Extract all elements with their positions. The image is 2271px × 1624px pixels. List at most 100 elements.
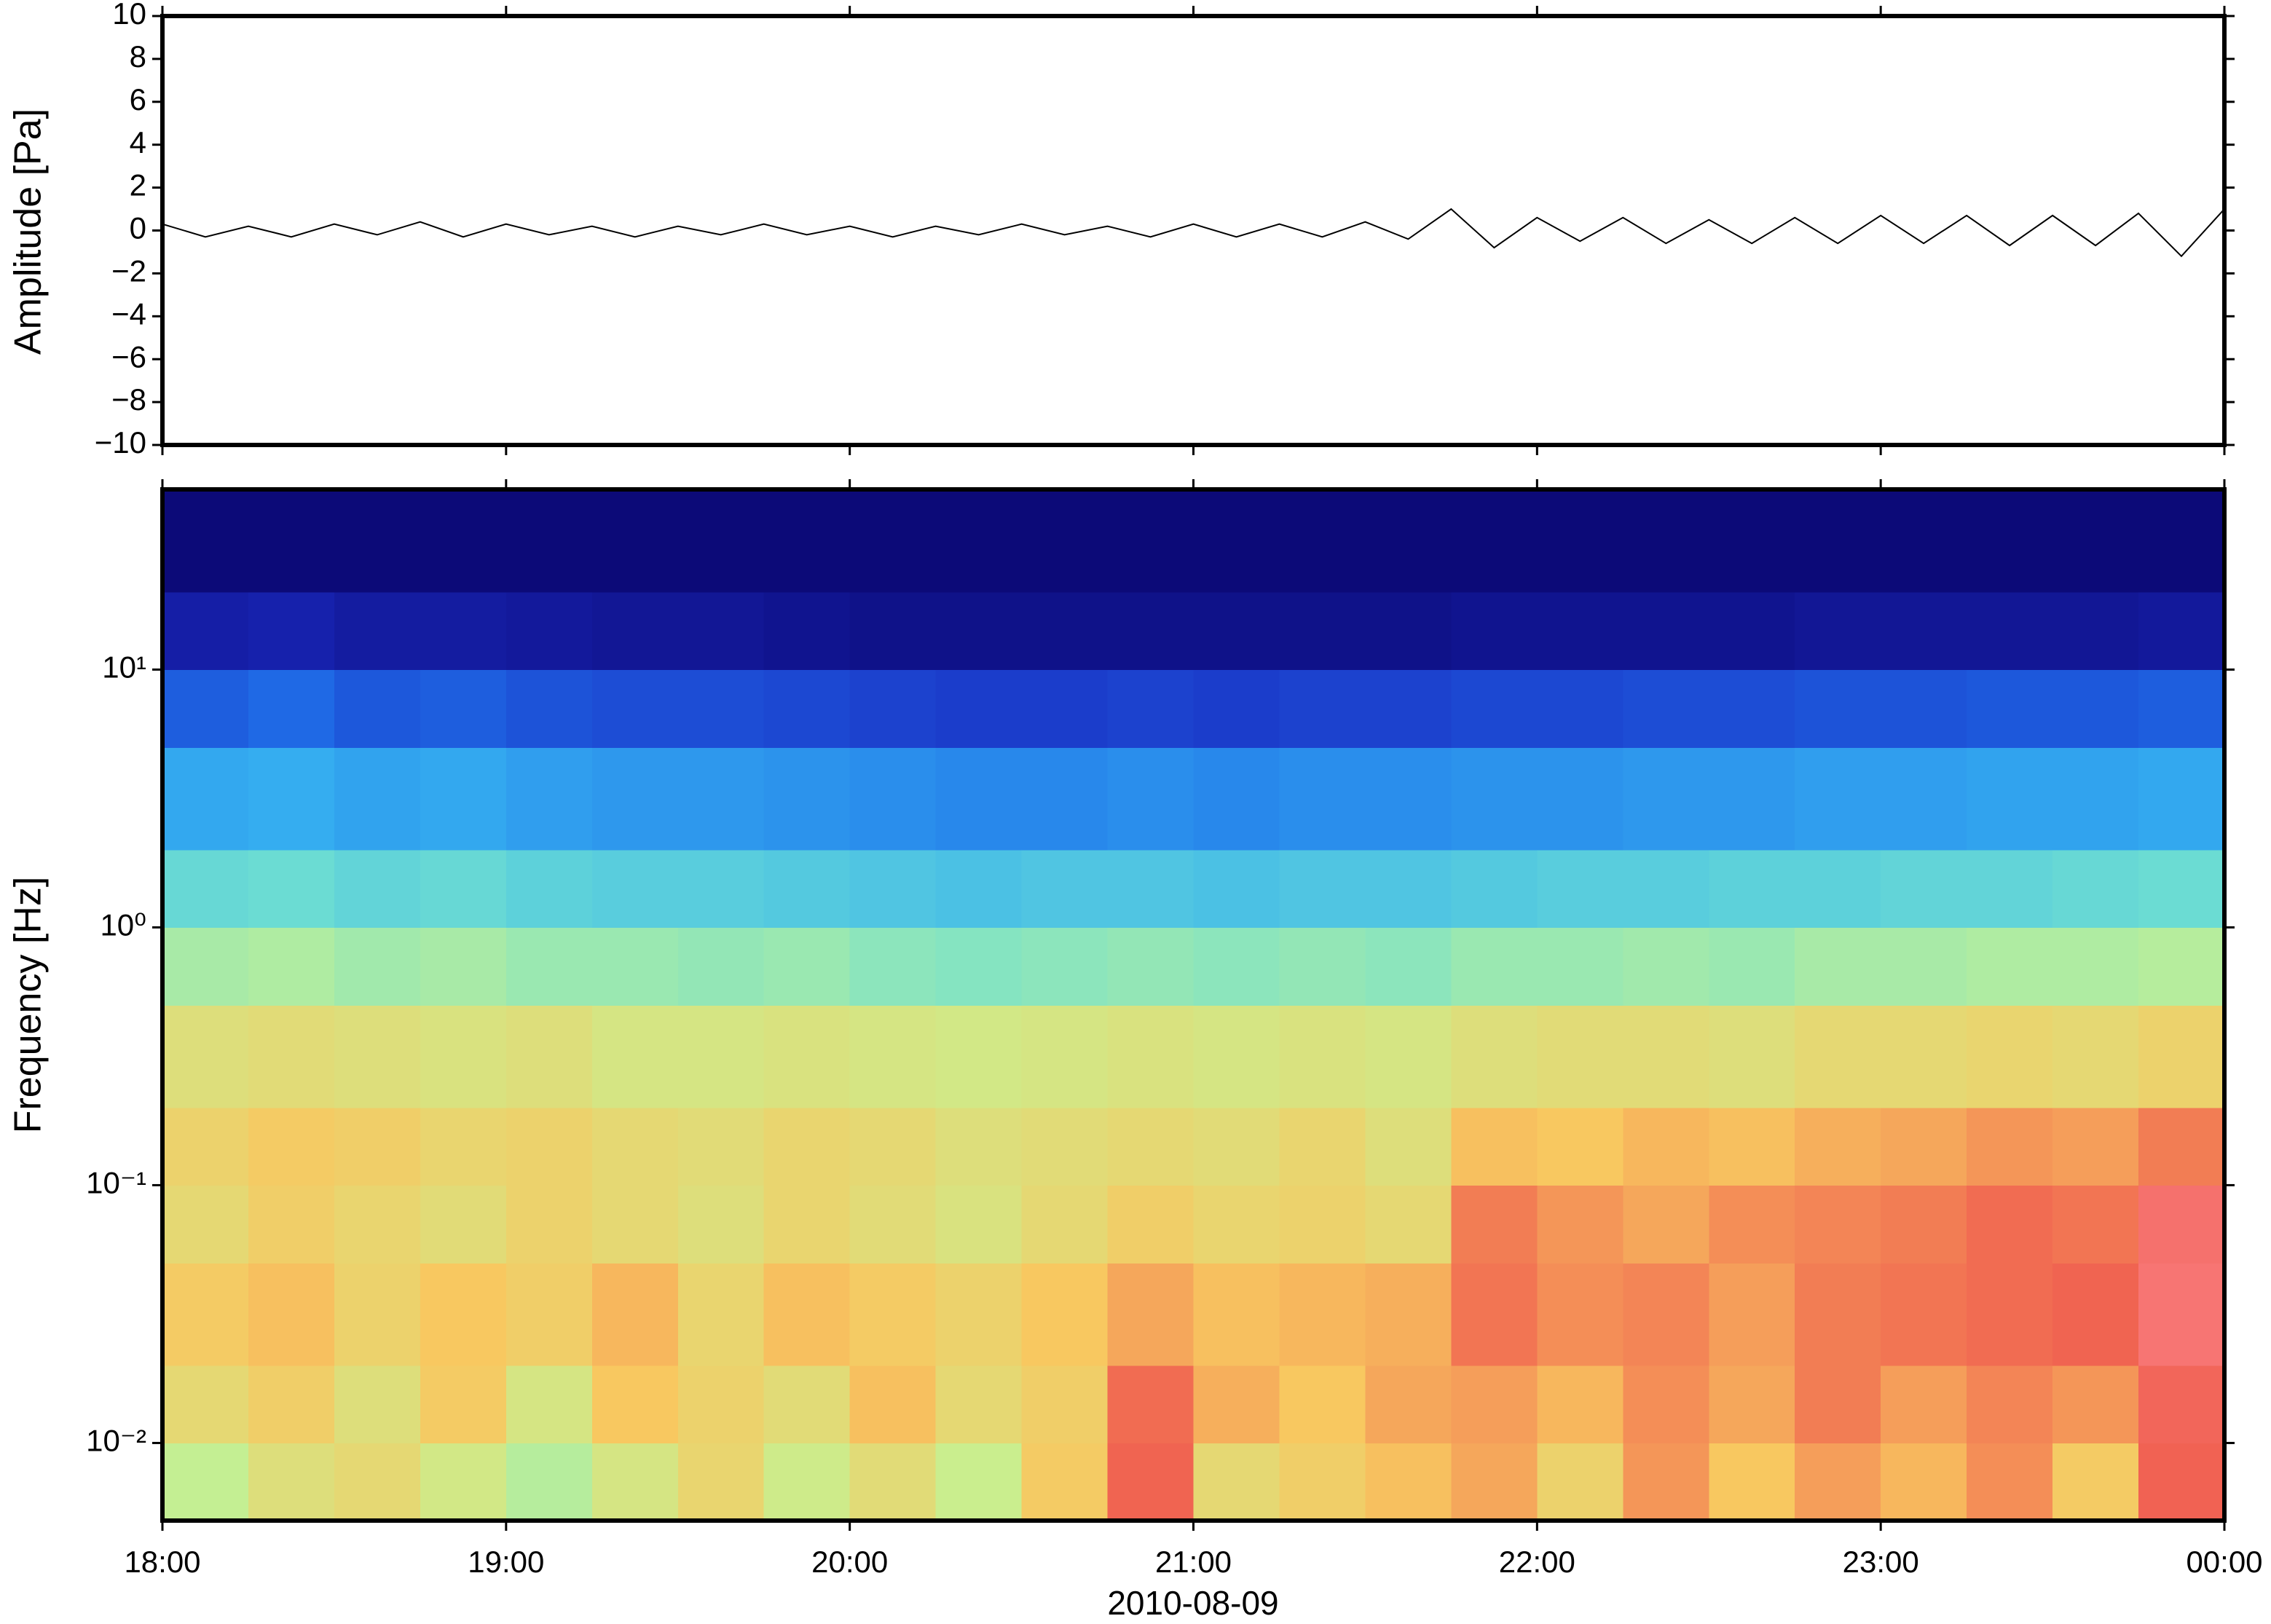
spectrogram-cell bbox=[763, 1365, 851, 1444]
spectrogram-cell bbox=[935, 591, 1023, 671]
spectrogram-cell bbox=[591, 1263, 679, 1366]
spectrogram-cell bbox=[1623, 1107, 1710, 1186]
spectrogram-cell bbox=[1451, 849, 1538, 929]
spectrogram-cell bbox=[1967, 1107, 2053, 1186]
spectrogram-cell bbox=[1967, 1263, 2053, 1366]
spectrogram-cell bbox=[1537, 747, 1624, 851]
spectrogram-cell bbox=[1795, 1107, 1881, 1186]
spectrogram-cell bbox=[1279, 669, 1366, 748]
spectrogram-cell bbox=[162, 591, 249, 671]
spectrogram-cell bbox=[505, 591, 593, 671]
spectrogram-cell bbox=[162, 1005, 249, 1108]
spectrogram-cell bbox=[677, 1185, 765, 1264]
spectrogram-cell bbox=[1967, 1443, 2053, 1521]
spectrogram-cell bbox=[2052, 1263, 2139, 1366]
spectrogram-cell bbox=[763, 747, 851, 851]
y-axis-label: Frequency [Hz] bbox=[7, 877, 50, 1134]
spectrogram-cell bbox=[1623, 1005, 1710, 1108]
spectrogram-cell bbox=[1623, 591, 1710, 671]
spectrogram-cell bbox=[2138, 1365, 2225, 1444]
spectrogram-cell bbox=[1623, 1443, 1710, 1521]
spectrogram-cell bbox=[334, 1443, 421, 1521]
spectrogram-cell bbox=[2138, 591, 2225, 671]
spectrogram-cell bbox=[763, 591, 851, 671]
spectrogram-cell bbox=[677, 591, 765, 671]
spectrogram-cell bbox=[1623, 1263, 1710, 1366]
spectrogram-cell bbox=[1881, 1005, 1967, 1108]
spectrogram-cell bbox=[505, 927, 593, 1006]
x-tick-label: 22:00 bbox=[1499, 1545, 1575, 1579]
spectrogram-cell bbox=[677, 1005, 765, 1108]
spectrogram-cell bbox=[763, 927, 851, 1006]
spectrogram-cell bbox=[2052, 489, 2139, 593]
spectrogram-cell bbox=[591, 1365, 679, 1444]
spectrogram-cell bbox=[1451, 1263, 1538, 1366]
spectrogram-cell bbox=[1193, 1365, 1280, 1444]
spectrogram-cell bbox=[591, 591, 679, 671]
spectrogram-cell bbox=[935, 669, 1023, 748]
spectrogram-cell bbox=[1193, 1263, 1280, 1366]
spectrogram-cell bbox=[505, 1263, 593, 1366]
spectrogram-cell bbox=[248, 1005, 335, 1108]
spectrogram-cell bbox=[1967, 927, 2053, 1006]
spectrogram-cell bbox=[1451, 489, 1538, 593]
spectrogram-cell bbox=[677, 489, 765, 593]
spectrogram-cell bbox=[1537, 1365, 1624, 1444]
spectrogram-cell bbox=[2052, 669, 2139, 748]
spectrogram-cell bbox=[1451, 1185, 1538, 1264]
spectrogram-cell bbox=[162, 669, 249, 748]
spectrogram-cell bbox=[420, 1107, 507, 1186]
spectrogram-cell bbox=[505, 669, 593, 748]
spectrogram-cell bbox=[248, 1443, 335, 1521]
spectrogram-cell bbox=[591, 1005, 679, 1108]
waveform bbox=[162, 208, 2225, 258]
spectrogram-cell bbox=[2052, 927, 2139, 1006]
spectrogram-cell bbox=[2052, 1005, 2139, 1108]
spectrogram-cell bbox=[1623, 489, 1710, 593]
spectrogram-cell bbox=[1365, 1263, 1452, 1366]
spectrogram-cell bbox=[1709, 1185, 1796, 1264]
spectrogram-cell bbox=[677, 669, 765, 748]
spectrogram-cell bbox=[334, 849, 421, 929]
spectrogram-cell bbox=[2138, 1185, 2225, 1264]
spectrogram-cell bbox=[1279, 591, 1366, 671]
spectrogram-cell bbox=[2138, 1107, 2225, 1186]
spectrogram-cell bbox=[763, 669, 851, 748]
y-tick-label: −4 bbox=[111, 296, 146, 331]
spectrogram-cell bbox=[1709, 927, 1796, 1006]
spectrogram-cell bbox=[1193, 1185, 1280, 1264]
spectrogram-cell bbox=[1795, 1185, 1881, 1264]
spectrogram-cell bbox=[1881, 927, 1967, 1006]
spectrogram-cell bbox=[1365, 669, 1452, 748]
spectrogram-cell bbox=[2138, 669, 2225, 748]
y-tick-label: 6 bbox=[130, 82, 146, 117]
spectrogram-cell bbox=[505, 849, 593, 929]
spectrogram-cell bbox=[505, 1365, 593, 1444]
spectrogram-cell bbox=[1021, 927, 1109, 1006]
spectrogram-cell bbox=[334, 927, 421, 1006]
spectrogram-cell bbox=[763, 489, 851, 593]
spectrogram-cell bbox=[935, 1005, 1023, 1108]
spectrogram-cell bbox=[334, 747, 421, 851]
spectrogram-cell bbox=[1537, 1107, 1624, 1186]
spectrogram-cell bbox=[1795, 1365, 1881, 1444]
spectrogram-cell bbox=[1107, 591, 1194, 671]
spectrogram-cell bbox=[1451, 1005, 1538, 1108]
spectrogram-cell bbox=[1537, 1443, 1624, 1521]
spectrogram-cell bbox=[248, 1365, 335, 1444]
spectrogram-cell bbox=[1107, 1185, 1194, 1264]
spectrogram-cell bbox=[420, 927, 507, 1006]
spectrogram-cell bbox=[162, 747, 249, 851]
spectrogram-cell bbox=[1279, 1443, 1366, 1521]
spectrogram-cell bbox=[1021, 1107, 1109, 1186]
spectrogram-cell bbox=[1967, 591, 2053, 671]
spectrogram-cell bbox=[1021, 1365, 1109, 1444]
spectrogram-cell bbox=[1365, 591, 1452, 671]
spectrogram-cell bbox=[1107, 1263, 1194, 1366]
spectrogram-cell bbox=[505, 747, 593, 851]
spectrogram-cell bbox=[162, 1107, 249, 1186]
spectrogram-cell bbox=[1279, 747, 1366, 851]
spectrogram-cell bbox=[935, 1185, 1023, 1264]
spectrogram-cell bbox=[1365, 849, 1452, 929]
